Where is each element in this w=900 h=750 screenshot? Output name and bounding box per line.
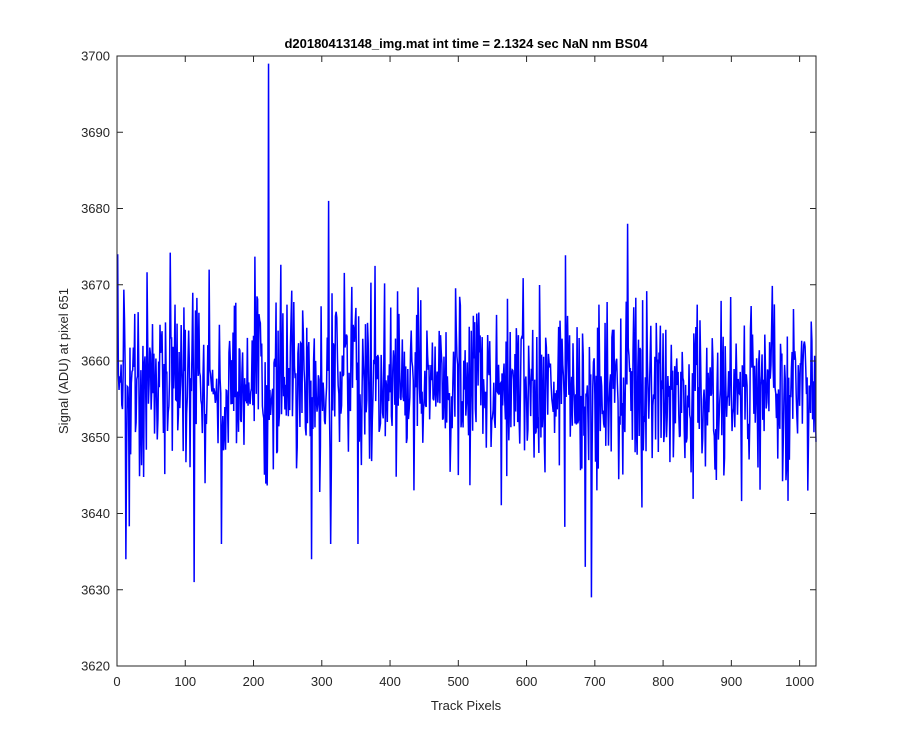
y-tick-label: 3690 — [81, 125, 110, 140]
y-axis-label: Signal (ADU) at pixel 651 — [56, 288, 71, 434]
x-tick-label: 700 — [584, 674, 606, 689]
x-tick-label: 300 — [311, 674, 333, 689]
x-tick-label: 0 — [113, 674, 120, 689]
y-tick-label: 3680 — [81, 201, 110, 216]
x-axis-label: Track Pixels — [431, 698, 502, 713]
x-tick-label: 600 — [516, 674, 538, 689]
series-line — [116, 63, 817, 598]
x-tick-label: 400 — [379, 674, 401, 689]
y-tick-label: 3660 — [81, 354, 110, 369]
y-tick-label: 3630 — [81, 582, 110, 597]
x-tick-label: 900 — [721, 674, 743, 689]
y-tick-label: 3670 — [81, 277, 110, 292]
y-tick-label: 3700 — [81, 49, 110, 64]
y-tick-label: 3640 — [81, 506, 110, 521]
y-tick-label: 3650 — [81, 430, 110, 445]
x-tick-label: 800 — [652, 674, 674, 689]
chart-title: d20180413148_img.mat int time = 2.1324 s… — [284, 36, 648, 51]
x-tick-label: 500 — [447, 674, 469, 689]
plot-area: 0 100 200 300 400 500 600 700 800 900 1000 3620 3630… — [81, 49, 817, 689]
y-tick-label: 3620 — [81, 659, 110, 674]
x-tick-label: 200 — [243, 674, 265, 689]
x-tick-label: 100 — [174, 674, 196, 689]
x-tick-label: 1000 — [785, 674, 814, 689]
